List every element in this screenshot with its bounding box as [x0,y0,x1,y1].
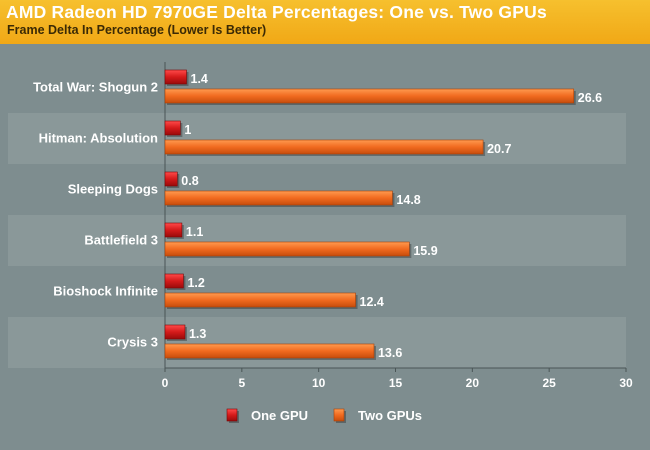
row-band [8,215,626,266]
value-label-one-gpu: 1 [184,123,191,137]
bar-two-gpus [164,343,375,359]
bar-one-gpu [164,171,178,187]
legend-label-two-gpus: Two GPUs [358,408,422,423]
bar-one-gpu [164,273,184,289]
category-label: Sleeping Dogs [68,182,158,197]
chart-title: AMD Radeon HD 7970GE Delta Percentages: … [6,2,547,22]
x-tick-label: 10 [312,376,326,390]
bar-two-gpus [164,241,410,257]
value-label-two-gpus: 20.7 [487,142,511,156]
legend-swatch-two-gpus [333,408,345,422]
value-label-one-gpu: 1.4 [191,72,208,86]
x-axis: 0 5 10 15 20 25 30 [162,62,633,390]
x-tick-label: 0 [162,376,169,390]
row-band [8,113,626,164]
value-label-two-gpus: 13.6 [378,346,402,360]
row-bands [8,113,626,368]
chart-header: AMD Radeon HD 7970GE Delta Percentages: … [0,0,650,44]
bar-two-gpus [164,190,393,206]
value-label-two-gpus: 26.6 [578,91,602,105]
value-label-two-gpus: 15.9 [413,244,437,258]
bar-two-gpus [164,292,356,308]
legend-swatch-one-gpu [226,408,238,422]
category-label: Bioshock Infinite [53,284,158,299]
category-label: Hitman: Absolution [39,131,158,146]
x-tick-label: 25 [542,376,556,390]
value-label-two-gpus: 14.8 [396,193,420,207]
bars [164,69,576,360]
value-label-one-gpu: 0.8 [181,174,198,188]
x-tick-label: 30 [619,376,633,390]
bar-one-gpu [164,120,181,136]
x-tick-label: 20 [466,376,480,390]
bar-two-gpus [164,139,484,155]
bar-one-gpu [164,69,187,85]
value-label-one-gpu: 1.1 [186,225,203,239]
x-tick-label: 15 [389,376,403,390]
value-label-one-gpu: 1.2 [187,276,204,290]
bar-two-gpus [164,88,575,104]
category-label: Crysis 3 [107,335,158,350]
chart-subtitle: Frame Delta In Percentage (Lower Is Bett… [7,23,267,37]
bar-one-gpu [164,222,183,238]
x-tick-label: 5 [238,376,245,390]
labels: Total War: Shogun 2 1.4 26.6 Hitman: Absolu… [33,72,602,360]
row-band [8,317,626,368]
value-label-one-gpu: 1.3 [189,327,206,341]
bar-one-gpu [164,324,186,340]
category-label: Total War: Shogun 2 [33,80,158,95]
legend-label-one-gpu: One GPU [251,408,308,423]
value-label-two-gpus: 12.4 [360,295,384,309]
category-label: Battlefield 3 [84,233,158,248]
legend: One GPU Two GPUs [226,408,422,423]
